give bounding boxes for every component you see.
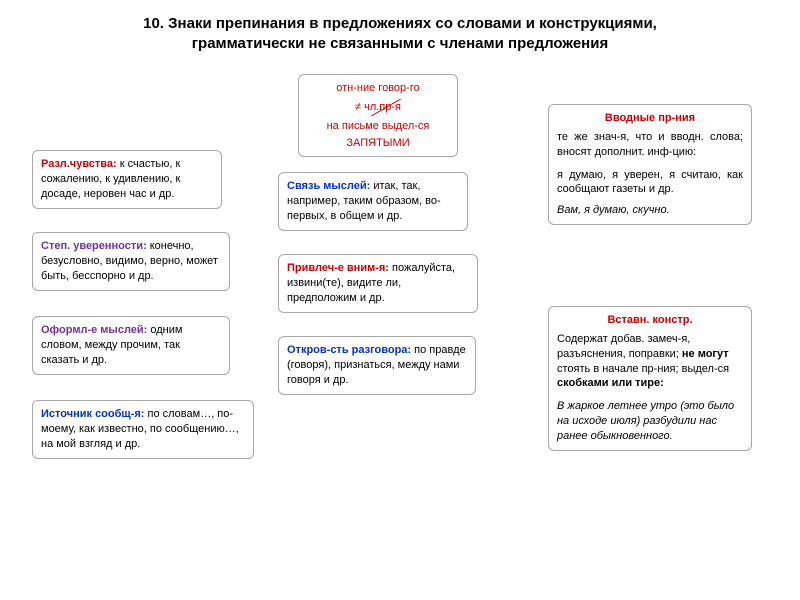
center-l4: ЗАПЯТЫМИ <box>307 136 449 151</box>
insert-ex: В жаркое летнее утро (это было на исходе… <box>557 399 743 444</box>
connection-box: Связь мыслей: итак, так, например, таким… <box>278 172 468 231</box>
connection-hdr: Связь мыслей: <box>287 180 370 192</box>
intro-sentences-box: Вводные пр-ния те же знач-я, что и вводн… <box>548 104 752 225</box>
insert-constr-box: Вставн. констр. Содержат добав. замеч-я,… <box>548 306 752 451</box>
confidence-hdr: Степ. уверенности: <box>41 240 147 252</box>
center-l1: отн-ние говор-го <box>307 81 449 96</box>
intro-hdr: Вводные пр-ния <box>557 111 743 126</box>
feelings-box: Разл.чувства: к счастью, к сожалению, к … <box>32 150 222 209</box>
page-title: 10. Знаки препинания в предложениях со с… <box>20 14 780 55</box>
source-hdr: Источник сообщ-я: <box>41 408 144 420</box>
intro-p1: те же знач-я, что и вводн. слова; вносят… <box>557 130 743 160</box>
intro-p2: я думаю, я уверен, я считаю, как сообщаю… <box>557 168 743 198</box>
insert-hdr: Вставн. констр. <box>557 313 743 328</box>
feelings-hdr: Разл.чувства: <box>41 158 117 170</box>
confidence-box: Степ. уверенности: конечно, безусловно, … <box>32 232 230 291</box>
attention-hdr: Привлеч-е вним-я: <box>287 262 389 274</box>
title-line1: 10. Знаки препинания в предложениях со с… <box>143 15 657 32</box>
insert-p1: Содержат добав. замеч-я, разъяснения, по… <box>557 332 743 391</box>
frankness-hdr: Откров-сть разговора: <box>287 344 411 356</box>
center-box: отн-ние говор-го ≠ чл.пр-я на письме выд… <box>298 74 458 157</box>
title-line2: грамматически не связанными с членами пр… <box>192 35 608 52</box>
center-l3: на письме выдел-ся <box>307 119 449 134</box>
frankness-box: Откров-сть разговора: по правде (говоря)… <box>278 336 476 395</box>
formulation-box: Оформл-е мыслей: одним словом, между про… <box>32 316 230 375</box>
attention-box: Привлеч-е вним-я: пожалуйста, извини(те)… <box>278 254 478 313</box>
source-box: Источник сообщ-я: по словам…, по-моему, … <box>32 400 254 459</box>
formulation-hdr: Оформл-е мыслей: <box>41 324 147 336</box>
intro-ex: Вам, я думаю, скучно. <box>557 203 743 218</box>
